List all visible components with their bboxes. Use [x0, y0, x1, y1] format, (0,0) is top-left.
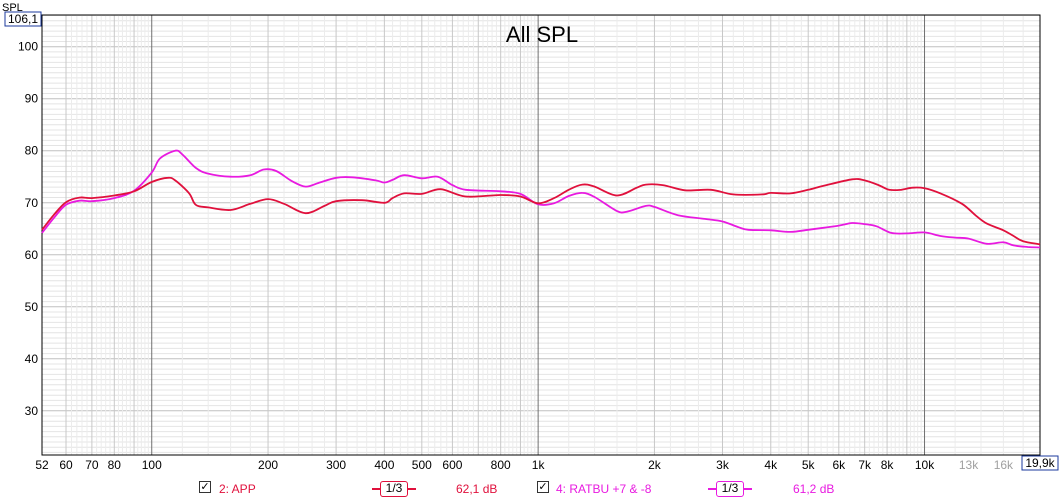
x-tick-label: 800: [491, 458, 511, 472]
x-tick-label: 3k: [716, 458, 730, 472]
x-tick-label: 300: [326, 458, 346, 472]
x-tick-label: 100: [142, 458, 162, 472]
x-tick-label: 70: [85, 458, 99, 472]
y-tick-labels: 30 40 50 60 70 80 90 100: [18, 40, 38, 418]
y-tick-label: 70: [25, 196, 39, 210]
y-tick-label: 60: [25, 248, 39, 262]
x-tick-label: 4k: [764, 458, 778, 472]
x-tick-label: 6k: [832, 458, 846, 472]
series-2-smoothing-control[interactable]: 1/3: [708, 481, 752, 497]
x-tick-label: 600: [442, 458, 462, 472]
x-tick-label: 400: [374, 458, 394, 472]
x-tick-label: 7k: [858, 458, 872, 472]
series-line-1: [41, 176, 1041, 246]
plot-frame: [41, 14, 1041, 456]
x-tick-label: 16k: [994, 458, 1014, 472]
chart-grid: [42, 15, 1040, 455]
series-2-smoothing-box[interactable]: 1/3: [716, 481, 744, 497]
x-tick-label: 52: [35, 458, 49, 472]
x-tick-label: 5k: [802, 458, 816, 472]
legend: ✓ 2: APP 1/3 62,1 dB ✓ 4: RATBU +7 & -8 …: [0, 478, 1063, 504]
series-layer: [41, 149, 1041, 249]
x-tick-label: 60: [59, 458, 73, 472]
series-1-level: 62,1 dB: [456, 482, 498, 496]
x-tick-labels: 52 60 70 80 100 200 300 400 500 600 800 1k 2k 3k 4k 5k 6…: [35, 458, 1014, 472]
x-tick-label: 1k: [532, 458, 546, 472]
x-max-label: 19,9k: [1025, 456, 1055, 470]
series-line-2: [41, 149, 1041, 249]
x-tick-label: 200: [258, 458, 278, 472]
series-2-name: 4: RATBU +7 & -8: [556, 482, 652, 496]
x-tick-label: 8k: [881, 458, 895, 472]
y-tick-label: 90: [25, 92, 39, 106]
y-max-label: 106,1: [8, 12, 38, 26]
series-1-name: 2: APP: [219, 482, 256, 496]
x-tick-label: 80: [108, 458, 122, 472]
chart-title: All SPL: [506, 22, 578, 47]
series-1-smoothing-box[interactable]: 1/3: [380, 481, 408, 497]
x-max-box[interactable]: [1021, 455, 1059, 471]
y-tick-label: 50: [25, 300, 39, 314]
series-1-smoothing-control[interactable]: 1/3: [372, 481, 416, 497]
x-tick-label: 2k: [648, 458, 662, 472]
y-max-box[interactable]: [4, 11, 42, 27]
series-2-checkbox[interactable]: ✓: [537, 481, 549, 493]
y-tick-label: 80: [25, 144, 39, 158]
x-tick-label: 500: [412, 458, 432, 472]
series-2-level: 61,2 dB: [793, 482, 835, 496]
x-tick-label: 13k: [959, 458, 979, 472]
y-tick-label: 40: [25, 352, 39, 366]
series-1-checkbox[interactable]: ✓: [199, 481, 211, 493]
x-tick-label: 10k: [915, 458, 935, 472]
y-axis-label: SPL: [2, 2, 23, 14]
spl-chart: 30 40 50 60 70 80 90 100 52 60 70 80 100 200 300 400 50…: [2, 2, 1059, 472]
y-tick-label: 30: [25, 404, 39, 418]
y-tick-label: 100: [18, 40, 38, 54]
